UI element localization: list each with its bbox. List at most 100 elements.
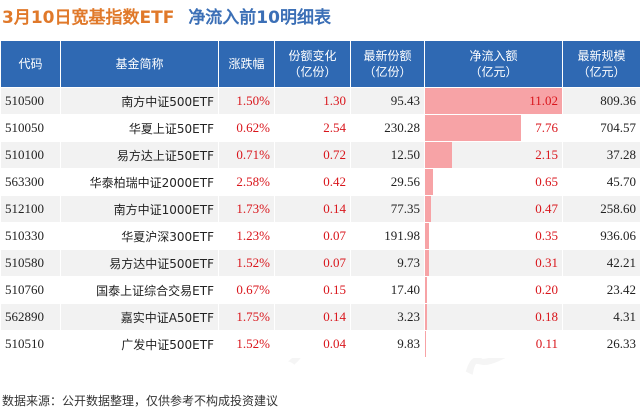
cell-name: 嘉实中证A50ETF: [60, 303, 219, 331]
net-inflow-bar: [425, 223, 430, 249]
cell-name: 华泰柏瑞中证2000ETF: [60, 168, 219, 196]
cell-change: 1.75%: [218, 303, 275, 331]
cell-code: 510760: [0, 276, 61, 304]
cell-change: 1.52%: [218, 249, 275, 277]
cell-name: 华夏沪深300ETF: [60, 222, 219, 250]
cell-code: 562890: [0, 303, 61, 331]
cell-name: 易方达中证500ETF: [60, 249, 219, 277]
net-inflow-bar: [425, 169, 434, 195]
cell-latest-scale: 26.33: [562, 330, 640, 358]
cell-change: 1.73%: [218, 195, 275, 223]
header-share-change: 份额变化 （亿份）: [274, 40, 351, 88]
header-latest-scale: 最新规模 （亿元）: [562, 40, 640, 88]
net-inflow-bar: [425, 250, 429, 276]
cell-net-inflow: 0.11: [424, 330, 563, 358]
cell-share-change: 0.04: [274, 330, 351, 358]
net-inflow-value: 0.47: [535, 201, 558, 216]
cell-change: 1.52%: [218, 330, 275, 358]
header-latest-share: 最新份额 （亿份）: [350, 40, 425, 88]
net-inflow-value: 0.31: [535, 255, 558, 270]
cell-latest-share: 29.56: [350, 168, 425, 196]
cell-net-inflow: 0.20: [424, 276, 563, 304]
table-row: 512100 南方中证1000ETF 1.73% 0.14 77.35 0.47 258.6…: [0, 195, 640, 223]
cell-change: 0.62%: [218, 114, 275, 142]
table-row: 510100 易方达上证50ETF 0.71% 0.72 12.50 2.15 37.28: [0, 141, 640, 169]
cell-name: 华夏上证50ETF: [60, 114, 219, 142]
cell-code: 510500: [0, 87, 61, 115]
cell-code: 510580: [0, 249, 61, 277]
cell-latest-scale: 42.21: [562, 249, 640, 277]
cell-latest-share: 191.98: [350, 222, 425, 250]
net-inflow-value: 0.18: [535, 309, 558, 324]
net-inflow-value: 0.35: [535, 228, 558, 243]
cell-latest-scale: 809.36: [562, 87, 640, 115]
cell-code: 563300: [0, 168, 61, 196]
cell-net-inflow: 0.31: [424, 249, 563, 277]
cell-latest-share: 9.73: [350, 249, 425, 277]
cell-share-change: 1.30: [274, 87, 351, 115]
cell-latest-scale: 936.06: [562, 222, 640, 250]
header-change: 涨跌幅: [218, 40, 275, 88]
cell-change: 1.23%: [218, 222, 275, 250]
title-part2: 净流入前10明细表: [188, 8, 331, 28]
net-inflow-bar: [425, 331, 427, 357]
cell-latest-scale: 23.42: [562, 276, 640, 304]
net-inflow-value: 2.15: [535, 147, 558, 162]
cell-code: 512100: [0, 195, 61, 223]
cell-name: 易方达上证50ETF: [60, 141, 219, 169]
cell-share-change: 0.14: [274, 303, 351, 331]
net-inflow-value: 0.11: [535, 336, 558, 351]
cell-code: 510330: [0, 222, 61, 250]
cell-net-inflow: 11.02: [424, 87, 563, 115]
cell-share-change: 0.07: [274, 222, 351, 250]
cell-latest-scale: 45.70: [562, 168, 640, 196]
header-code: 代码: [0, 40, 61, 88]
table-row: 510330 华夏沪深300ETF 1.23% 0.07 191.98 0.35 936.0…: [0, 222, 640, 250]
cell-net-inflow: 2.15: [424, 141, 563, 169]
cell-name: 广发中证500ETF: [60, 330, 219, 358]
table-row: 510580 易方达中证500ETF 1.52% 0.07 9.73 0.31 42.21: [0, 249, 640, 277]
cell-change: 0.71%: [218, 141, 275, 169]
cell-latest-share: 17.40: [350, 276, 425, 304]
header-name: 基金简称: [60, 40, 219, 88]
cell-net-inflow: 0.47: [424, 195, 563, 223]
net-inflow-bar: [425, 277, 428, 303]
table-row: 563300 华泰柏瑞中证2000ETF 2.58% 0.42 29.56 0.65 45.…: [0, 168, 640, 196]
cell-name: 南方中证500ETF: [60, 87, 219, 115]
data-table: 代码 基金简称 涨跌幅 份额变化 （亿份） 最新份额 （亿份） 净流入额 （亿元） 最…: [0, 40, 640, 358]
cell-code: 510100: [0, 141, 61, 169]
cell-code: 510050: [0, 114, 61, 142]
cell-change: 1.50%: [218, 87, 275, 115]
cell-latest-share: 12.50: [350, 141, 425, 169]
net-inflow-value: 7.76: [535, 120, 558, 135]
header-net-inflow: 净流入额 （亿元）: [424, 40, 563, 88]
table-row: 510510 广发中证500ETF 1.52% 0.04 9.83 0.11 26.33: [0, 330, 640, 358]
cell-latest-scale: 4.31: [562, 303, 640, 331]
cell-share-change: 0.15: [274, 276, 351, 304]
cell-net-inflow: 0.65: [424, 168, 563, 196]
net-inflow-bar: [425, 88, 562, 114]
cell-latest-scale: 37.28: [562, 141, 640, 169]
net-inflow-bar: [425, 304, 428, 330]
table-row: 562890 嘉实中证A50ETF 1.75% 0.14 3.23 0.18 4.31: [0, 303, 640, 331]
cell-latest-scale: 258.60: [562, 195, 640, 223]
cell-latest-share: 3.23: [350, 303, 425, 331]
net-inflow-value: 11.02: [529, 93, 558, 108]
cell-share-change: 0.42: [274, 168, 351, 196]
cell-latest-scale: 704.57: [562, 114, 640, 142]
cell-change: 2.58%: [218, 168, 275, 196]
cell-name: 南方中证1000ETF: [60, 195, 219, 223]
cell-net-inflow: 7.76: [424, 114, 563, 142]
cell-share-change: 0.07: [274, 249, 351, 277]
cell-share-change: 2.54: [274, 114, 351, 142]
table-row: 510050 华夏上证50ETF 0.62% 2.54 230.28 7.76 704.57: [0, 114, 640, 142]
cell-latest-share: 95.43: [350, 87, 425, 115]
cell-name: 国泰上证综合交易ETF: [60, 276, 219, 304]
cell-net-inflow: 0.18: [424, 303, 563, 331]
cell-share-change: 0.14: [274, 195, 351, 223]
page-title: 3月10日宽基指数ETF 净流入前10明细表: [2, 3, 331, 33]
net-inflow-value: 0.65: [535, 174, 558, 189]
net-inflow-bar: [425, 196, 431, 222]
source-note: 数据来源：公开数据整理，仅供参考不构成投资建议: [2, 394, 279, 408]
cell-code: 510510: [0, 330, 61, 358]
